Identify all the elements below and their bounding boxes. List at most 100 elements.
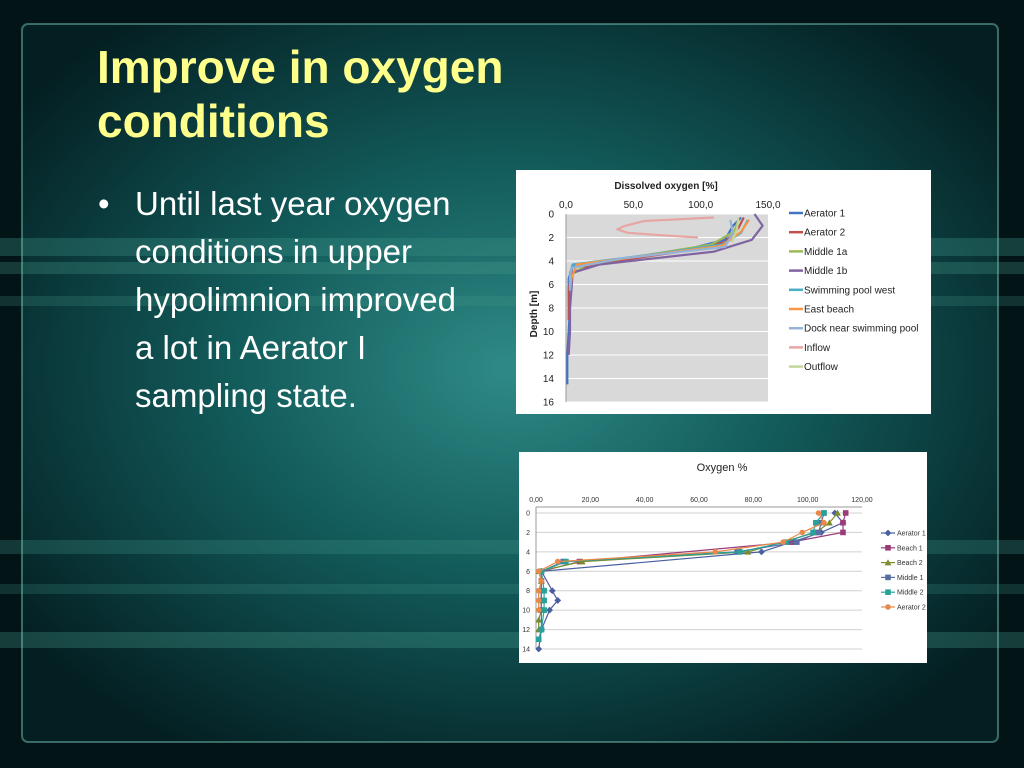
data-point — [535, 607, 542, 613]
data-point — [554, 597, 562, 604]
y-tick-label: 2 — [526, 530, 530, 537]
oxygen-percent-chart-svg: Oxygen % 0 2 4 6 8 10 12 14 0,00 20,00 40,00 60,00 8… — [522, 462, 926, 654]
y-tick-label: 10 — [522, 608, 530, 615]
y-tick-label: 14 — [522, 647, 530, 654]
data-point — [788, 539, 795, 545]
data-point — [535, 636, 542, 643]
y-tick-label: 8 — [548, 304, 554, 315]
data-point — [535, 587, 542, 594]
data-point — [538, 626, 545, 633]
y-tick-label: 4 — [548, 257, 554, 268]
series-line-outflow — [730, 217, 740, 243]
legend-label: Outflow — [804, 362, 839, 373]
data-point — [815, 510, 822, 516]
data-point — [826, 519, 833, 526]
data-point — [541, 597, 547, 604]
data-point — [821, 519, 827, 526]
data-point — [576, 558, 583, 565]
data-point — [831, 509, 839, 517]
x-tick-label: 50,0 — [624, 200, 644, 211]
bullet-text: Until last year oxygen conditions in upp… — [135, 185, 456, 414]
y-tick-label: 0 — [548, 210, 554, 221]
chart-title: Oxygen % — [697, 462, 748, 474]
x-tick-label: 80,00 — [745, 497, 763, 504]
legend-label: East beach — [804, 305, 854, 316]
slide-title: Improve in oxygen conditions — [97, 41, 504, 147]
data-point — [546, 606, 553, 614]
x-tick-label: 60,00 — [690, 497, 708, 504]
dissolved-oxygen-chart: Dissolved oxygen [%] Depth [m] 0 2 4 6 8 10 12… — [516, 170, 931, 414]
chart-title: Dissolved oxygen [%] — [614, 181, 717, 192]
legend-marker — [885, 589, 891, 595]
legend-label: Middle 2 — [897, 590, 924, 597]
series-line-middle-1b — [567, 213, 764, 356]
data-point — [541, 607, 547, 613]
legend-marker — [884, 559, 892, 566]
data-point — [744, 548, 752, 555]
data-point — [842, 510, 849, 516]
data-point — [810, 529, 816, 536]
legend-label: Middle 1 — [897, 575, 924, 582]
y-tick-label: 10 — [543, 327, 555, 338]
legend-label: Dock near swimming pool — [804, 324, 919, 335]
legend-label: Aerator 2 — [804, 228, 846, 239]
series-line-inflow — [616, 216, 715, 239]
data-point — [736, 549, 743, 555]
oxygen-percent-chart: Oxygen % 0 2 4 6 8 10 12 14 0,00 20,00 40,00 60,00 8… — [519, 452, 927, 663]
data-point — [535, 568, 542, 575]
y-tick-label: 2 — [548, 233, 554, 244]
y-tick-label: 6 — [548, 280, 554, 291]
legend-label: Beach 1 — [897, 545, 923, 552]
x-tick-label: 20,00 — [582, 497, 600, 504]
x-tick-label: 0,00 — [529, 497, 543, 504]
data-point — [794, 539, 800, 545]
dissolved-oxygen-chart-svg: Dissolved oxygen [%] Depth [m] 0 2 4 6 8 10 12… — [529, 181, 919, 409]
data-point — [538, 578, 545, 584]
x-tick-label: 120,00 — [851, 497, 873, 504]
x-tick-label: 150,0 — [755, 200, 780, 211]
data-point — [548, 587, 556, 595]
y-tick-label: 12 — [522, 627, 530, 634]
y-tick-label: 12 — [543, 351, 555, 362]
data-point — [758, 548, 765, 556]
y-tick-label: 4 — [526, 549, 530, 556]
legend-label: Swimming pool west — [804, 285, 895, 296]
bullet-item: • Until last year oxygen conditions in up… — [98, 180, 478, 420]
data-point — [712, 549, 719, 555]
legend-label: Middle 1a — [804, 247, 848, 258]
data-point — [535, 597, 542, 604]
data-point — [815, 529, 822, 536]
y-tick-label: 16 — [543, 398, 555, 409]
x-tick-label: 100,00 — [797, 497, 819, 504]
data-point — [554, 558, 561, 565]
bullet-dot-icon: • — [98, 185, 110, 222]
series-line-dock-near-swimming-pool — [568, 219, 735, 291]
legend-label: Aerator 1 — [804, 209, 846, 220]
data-point — [780, 539, 787, 545]
y-tick-label: 8 — [526, 588, 530, 595]
legend-label: Inflow — [804, 343, 831, 354]
legend-label: Beach 2 — [897, 560, 923, 567]
x-tick-label: 40,00 — [636, 497, 654, 504]
y-tick-label: 14 — [543, 374, 555, 385]
y-axis-label: Depth [m] — [529, 291, 540, 338]
data-point — [840, 529, 846, 536]
data-point — [799, 529, 806, 536]
legend-marker — [885, 574, 891, 581]
data-point — [840, 519, 846, 526]
y-tick-label: 6 — [526, 569, 530, 576]
data-point — [821, 510, 827, 516]
legend-label: Aerator 1 — [897, 531, 926, 538]
data-point — [834, 509, 841, 516]
bullet-list: • Until last year oxygen conditions in up… — [98, 180, 478, 420]
data-point — [813, 519, 819, 526]
legend-marker — [885, 604, 891, 610]
legend-label: Aerator 2 — [897, 605, 926, 612]
y-tick-label: 0 — [526, 511, 530, 518]
x-tick-label: 100,0 — [688, 200, 713, 211]
data-point — [535, 616, 543, 623]
data-point — [541, 587, 547, 594]
legend-label: Middle 1b — [804, 266, 848, 277]
series-line-aerator-1 — [538, 512, 844, 650]
x-tick-label: 0,0 — [559, 200, 573, 211]
